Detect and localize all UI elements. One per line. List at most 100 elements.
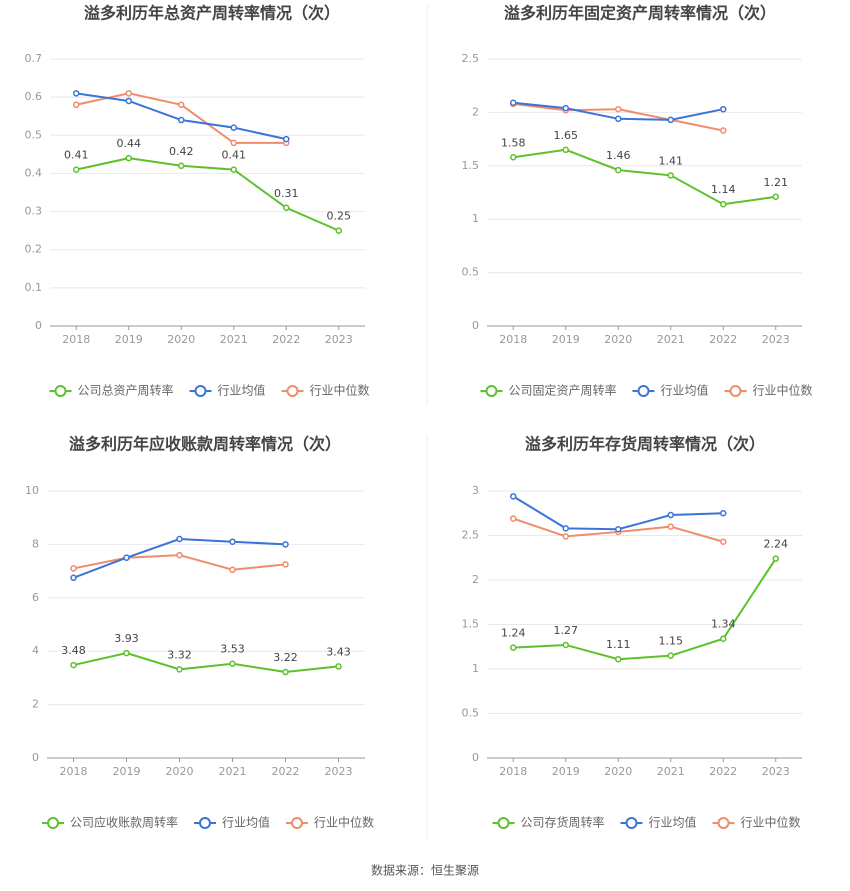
data-label: 0.41 bbox=[64, 149, 89, 162]
y-tick-label: 0 bbox=[35, 319, 42, 332]
x-tick-label: 2020 bbox=[604, 333, 632, 346]
y-tick-label: 8 bbox=[32, 537, 39, 550]
data-point bbox=[667, 523, 674, 530]
series-line bbox=[513, 148, 776, 206]
data-point bbox=[178, 101, 185, 109]
data-point bbox=[229, 566, 236, 574]
x-tick-label: 2018 bbox=[499, 765, 527, 778]
y-tick-label: 2 bbox=[472, 105, 479, 118]
y-tick-label: 10 bbox=[25, 484, 39, 497]
data-point bbox=[123, 649, 130, 657]
legend-marker bbox=[717, 817, 730, 829]
x-tick-label: 2019 bbox=[552, 765, 580, 778]
data-label: 0.41 bbox=[222, 149, 247, 162]
y-tick-label: 0.5 bbox=[25, 128, 43, 141]
x-tick-label: 2022 bbox=[272, 333, 300, 346]
data-point bbox=[667, 511, 674, 519]
x-tick-label: 2022 bbox=[272, 765, 300, 778]
y-tick-label: 2 bbox=[32, 698, 39, 711]
data-label: 2.24 bbox=[764, 538, 789, 551]
data-point bbox=[178, 162, 185, 170]
data-point bbox=[562, 525, 569, 532]
y-tick-label: 0.1 bbox=[25, 281, 43, 294]
data-label: 3.32 bbox=[167, 648, 192, 661]
data-point bbox=[73, 101, 80, 109]
y-tick-label: 0.7 bbox=[25, 52, 43, 65]
x-tick-label: 2023 bbox=[325, 765, 353, 778]
chart-title: 溢多利历年存货周转率情况（次） bbox=[525, 435, 765, 454]
data-label: 1.11 bbox=[606, 638, 631, 651]
data-point bbox=[562, 533, 569, 540]
data-label: 1.41 bbox=[659, 154, 684, 167]
data-point bbox=[720, 635, 727, 642]
legend-label: 行业中位数 bbox=[314, 815, 374, 830]
legend-marker bbox=[199, 817, 211, 829]
x-tick-label: 2021 bbox=[220, 333, 248, 346]
legend-marker bbox=[286, 385, 299, 397]
chart-title: 溢多利历年总资产周转率情况（次） bbox=[84, 4, 340, 23]
data-point bbox=[230, 139, 237, 147]
data-point bbox=[335, 663, 342, 670]
y-tick-label: 2 bbox=[472, 573, 479, 586]
series-line bbox=[76, 92, 287, 141]
y-tick-label: 4 bbox=[32, 644, 39, 657]
data-point bbox=[615, 526, 622, 533]
data-point bbox=[73, 166, 80, 173]
y-tick-label: 1.5 bbox=[462, 618, 480, 631]
data-point bbox=[70, 574, 77, 582]
legend-label: 行业均值 bbox=[218, 383, 266, 398]
data-point bbox=[510, 99, 517, 107]
x-tick-label: 2022 bbox=[709, 765, 737, 778]
x-tick-label: 2019 bbox=[113, 765, 141, 778]
data-point bbox=[125, 90, 132, 97]
y-tick-label: 2.5 bbox=[462, 52, 480, 65]
x-tick-label: 2019 bbox=[115, 333, 143, 346]
data-label: 1.34 bbox=[711, 618, 736, 631]
data-point bbox=[510, 515, 517, 522]
data-point bbox=[562, 146, 569, 154]
data-point bbox=[282, 541, 289, 548]
legend-marker bbox=[291, 817, 303, 829]
legend-label: 公司应收账款周转率 bbox=[70, 815, 178, 830]
legend-label: 行业中位数 bbox=[753, 383, 813, 398]
data-point bbox=[510, 154, 517, 161]
x-tick-label: 2021 bbox=[657, 765, 685, 778]
data-point bbox=[176, 666, 183, 673]
data-point bbox=[720, 105, 727, 113]
data-point bbox=[283, 204, 290, 212]
data-point bbox=[335, 227, 342, 234]
data-point bbox=[562, 104, 569, 112]
data-point bbox=[229, 538, 236, 545]
data-point bbox=[772, 193, 779, 201]
y-tick-label: 0.5 bbox=[462, 266, 480, 279]
data-label: 1.46 bbox=[606, 149, 631, 162]
y-tick-label: 0.6 bbox=[25, 90, 43, 103]
chart-title: 溢多利历年应收账款周转率情况（次） bbox=[69, 435, 341, 454]
x-tick-label: 2020 bbox=[604, 765, 632, 778]
data-point bbox=[772, 555, 779, 562]
y-tick-label: 0 bbox=[472, 751, 479, 764]
legend-marker bbox=[497, 817, 510, 829]
data-point bbox=[615, 655, 622, 663]
legend-label: 行业中位数 bbox=[310, 383, 370, 398]
legend-label: 行业中位数 bbox=[741, 815, 801, 830]
data-label: 1.27 bbox=[554, 624, 579, 637]
data-label: 1.24 bbox=[501, 627, 526, 640]
data-point bbox=[720, 127, 727, 134]
series-line bbox=[73, 652, 339, 674]
series-line bbox=[513, 558, 777, 661]
data-point bbox=[73, 90, 80, 97]
legend-label: 公司总资产周转率 bbox=[78, 383, 174, 398]
data-label: 0.31 bbox=[274, 187, 299, 200]
data-point bbox=[615, 166, 622, 174]
data-label: 3.93 bbox=[114, 632, 139, 645]
data-point bbox=[229, 660, 236, 667]
legend-marker bbox=[194, 385, 207, 397]
y-tick-label: 0.5 bbox=[462, 707, 480, 720]
chart-title: 溢多利历年固定资产周转率情况（次） bbox=[504, 4, 776, 23]
data-label: 1.65 bbox=[554, 129, 579, 142]
legend-marker bbox=[625, 817, 638, 829]
legend-label: 公司存货周转率 bbox=[521, 815, 605, 830]
series-line bbox=[76, 157, 340, 232]
